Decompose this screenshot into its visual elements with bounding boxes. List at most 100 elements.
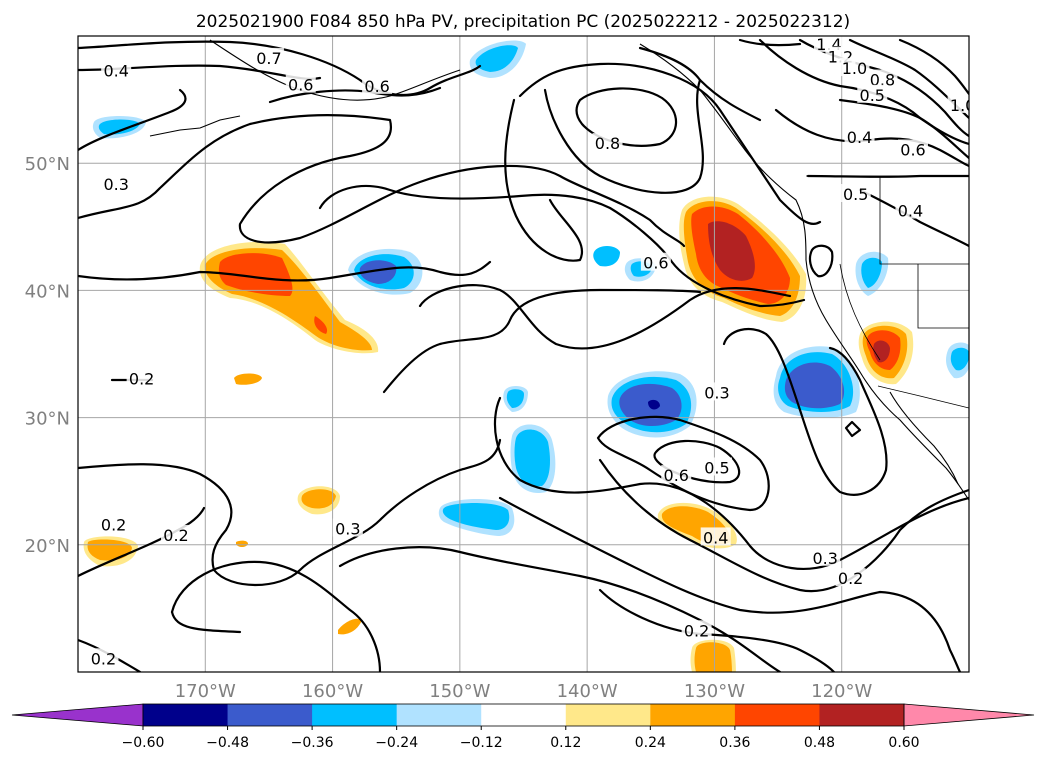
coastline-islands	[149, 115, 241, 137]
contour-label-background	[98, 514, 129, 533]
pv-contour	[78, 88, 187, 152]
pv-contour	[418, 284, 792, 350]
contour-label: 1.0	[842, 59, 867, 78]
contour-label-background	[701, 457, 732, 476]
coastline-alaska	[209, 39, 461, 101]
map-title: 2025021900 F084 850 hPa PV, precipitatio…	[196, 12, 850, 32]
contour-label-background	[592, 133, 623, 152]
precip-region-positive	[236, 540, 248, 547]
colorbar-tick-label: −0.12	[460, 735, 503, 751]
pv-contour	[382, 288, 702, 394]
contour-label-background	[700, 527, 731, 546]
colorbar-outline	[142, 703, 905, 727]
border-us-states	[917, 264, 969, 329]
borders	[806, 175, 969, 409]
pv-contour	[722, 327, 888, 496]
colorbar-tick-label: −0.24	[375, 735, 418, 751]
pv-contour	[78, 438, 502, 586]
contour-label-background	[947, 94, 969, 113]
lon-tick-labels: 170°W 160°W 150°W 140°W 130°W 120°W	[175, 681, 873, 702]
pv-contour	[596, 415, 770, 512]
coastline-north-america	[639, 43, 969, 501]
contour-label: 0.2	[163, 526, 188, 545]
colorbar-segment	[650, 704, 736, 726]
precip-region-negative	[514, 429, 550, 487]
precip-region-negative	[648, 399, 660, 410]
lon-tick-label: 120°W	[811, 681, 872, 702]
precip-region-positive	[873, 340, 890, 363]
contour-label: 0.7	[256, 49, 281, 68]
pv-contour	[653, 439, 741, 484]
border-us-states	[839, 263, 881, 361]
pv-contour	[808, 244, 834, 278]
pv-contour	[170, 560, 382, 672]
contour-label-background	[897, 139, 928, 158]
colorbar-tick-label: 0.36	[719, 735, 750, 751]
contour-label: 0.8	[870, 71, 895, 90]
pv-contour	[598, 458, 969, 593]
contour-label-background	[857, 84, 888, 103]
gridlines	[78, 36, 969, 672]
contour-label: 0.3	[704, 383, 729, 402]
pv-contour	[78, 260, 492, 282]
contour-label: 0.6	[643, 254, 668, 273]
contour-label: 0.4	[703, 528, 728, 547]
contour-label-background	[681, 620, 712, 639]
contour-label: 0.3	[335, 520, 360, 539]
contour-label-background	[88, 648, 119, 667]
pv-contour	[575, 87, 678, 147]
map-frame	[77, 35, 970, 673]
contour-label-background	[101, 173, 132, 192]
pv-contour	[78, 40, 482, 96]
colorbar-extend-max	[903, 703, 1035, 727]
lat-tick-label: 20°N	[25, 536, 70, 557]
contour-labels: 0.40.70.6 0.61.41.21.00.80.51.00.40.60.80…	[88, 36, 969, 668]
colorbar-segment	[312, 704, 398, 726]
contour-label: 0.4	[898, 202, 923, 221]
pv-contour	[774, 108, 969, 168]
pv-contour	[838, 98, 969, 160]
contour-label: 0.2	[101, 516, 126, 535]
contour-label-background	[835, 568, 866, 587]
lat-tick-label: 40°N	[25, 281, 70, 302]
lon-tick-label: 140°W	[557, 681, 618, 702]
contour-label-background	[101, 60, 132, 79]
contour-label-background	[867, 69, 898, 88]
contour-label-background	[701, 382, 732, 401]
lon-tick-label: 150°W	[429, 681, 490, 702]
contour-label-background	[810, 547, 841, 566]
lon-tick-label: 160°W	[302, 681, 363, 702]
contour-label: 0.2	[91, 649, 116, 668]
pv-contour	[858, 188, 969, 248]
colorbar-segment	[143, 704, 229, 726]
contour-label-background	[661, 465, 692, 484]
contour-label-background	[844, 126, 875, 145]
pv-contour	[498, 496, 962, 672]
coastline-baja	[889, 391, 959, 485]
precip-region-positive	[301, 489, 336, 509]
border-us-states	[879, 176, 969, 265]
contour-label: 0.4	[103, 62, 128, 81]
precip-region-negative	[861, 257, 882, 288]
contour-label: 0.2	[838, 569, 863, 588]
precip-region-negative	[475, 45, 518, 72]
pv-contour	[518, 62, 822, 226]
pv-contour	[844, 420, 862, 438]
pv-contour	[318, 184, 806, 308]
contour-label: 0.6	[364, 77, 389, 96]
contour-label-background	[362, 75, 393, 94]
precip-region-negative	[593, 246, 620, 267]
colorbar-tick-label: −0.48	[206, 735, 249, 751]
precip-region-negative	[98, 119, 140, 135]
contour-label: 0.5	[860, 86, 885, 105]
coastlines	[149, 39, 969, 501]
contour-label-background	[640, 252, 671, 271]
contour-label-background	[840, 184, 871, 202]
pv-contour	[493, 396, 969, 571]
precip-region-positive	[234, 373, 262, 385]
precip-region-positive	[218, 253, 293, 296]
precip-region-positive	[694, 642, 732, 672]
colorbar-segment	[819, 704, 905, 726]
contour-label: 0.6	[900, 140, 925, 159]
